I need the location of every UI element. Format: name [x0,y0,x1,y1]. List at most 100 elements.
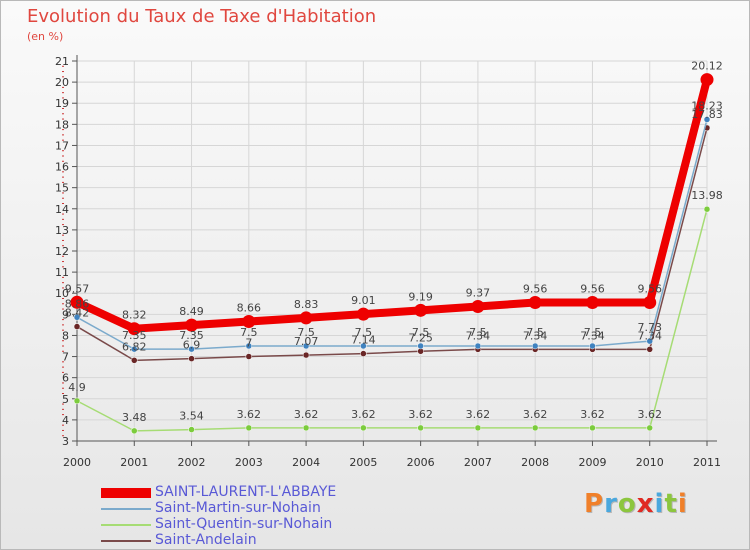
data-label: 18.23 [691,99,723,112]
y-tick-label: 19 [55,97,69,110]
data-label: 9.37 [466,287,491,300]
data-label: 9.56 [580,283,605,296]
data-label: 13.98 [691,189,723,202]
x-tick-label: 2004 [292,456,320,469]
data-label: 9.57 [65,282,90,295]
x-tick-label: 2007 [464,456,492,469]
logo-letter: i [677,489,688,519]
grid-lines [76,60,708,442]
data-label: 8.66 [237,302,262,315]
data-point [185,318,199,332]
data-point [73,323,81,330]
data-label: 9.56 [523,283,548,296]
data-label: 7.25 [408,331,433,344]
data-point [531,424,539,432]
x-tick-label: 2002 [178,456,206,469]
data-label: 3.62 [237,408,262,421]
data-point [73,397,81,405]
data-point [131,357,138,364]
data-label: 8.83 [294,298,319,311]
data-point [646,346,653,353]
axes: 3 4 5 6 7 8 9 10 11 12 13 14 15 16 17 18 19 20 21 2000 2001 2… [55,55,721,469]
logo-letter: o [617,489,637,519]
data-point [414,303,428,317]
legend-label: Saint-Martin-sur-Nohain [155,500,321,516]
x-tick-label: 2011 [693,456,721,469]
data-label: 9.56 [637,283,662,296]
data-point [188,355,195,362]
data-label: 9.01 [351,294,376,307]
legend-swatch [101,488,151,498]
y-tick-label: 10 [55,287,69,300]
logo-letter: P [584,489,605,519]
data-point [245,424,253,432]
data-point [528,296,542,310]
data-label: 8.42 [65,307,90,320]
data-point [73,314,81,321]
data-label: 3.62 [523,408,548,421]
chart-subtitle: (en %) [27,30,64,43]
legend-label: SAINT-LAURENT-L'ABBAYE [155,484,337,500]
data-label: 3.48 [122,411,147,424]
data-point [245,342,253,350]
y-tick-label: 15 [55,182,69,195]
series-line [76,208,708,432]
value-labels: 9.57 8.32 8.49 8.66 8.83 9.01 9.19 9.37 9.56 9.56… [65,60,723,424]
data-label: 6.9 [183,339,201,352]
legend-swatch [101,540,151,542]
x-tick-label: 2001 [120,456,148,469]
y-tick-label: 9 [62,308,69,321]
legend-swatch [101,524,151,526]
legend-swatch [101,508,151,510]
data-point [585,296,599,310]
data-point [360,424,367,432]
series-line [73,75,711,333]
data-point [646,337,653,345]
data-label: 3.62 [408,408,433,421]
data-label: 7.34 [466,329,491,342]
logo-letter: i [654,489,665,519]
y-tick-label: 16 [55,161,69,174]
logo-letter: x [636,489,655,519]
data-point [589,424,596,432]
data-point [360,342,367,350]
data-point [471,300,485,314]
data-label: 3.62 [637,408,662,421]
data-label: 3.62 [351,408,376,421]
data-label: 7 [245,337,252,350]
y-tick-label: 7 [62,351,69,364]
data-point [356,307,370,321]
data-point [302,342,310,350]
data-point [589,342,596,350]
data-point [646,424,653,432]
x-tick-label: 2000 [63,456,91,469]
data-label: 8.86 [65,297,90,310]
data-point [299,311,313,325]
data-point [302,424,310,432]
data-label: 8.32 [122,309,147,322]
data-label: 3.62 [294,408,319,421]
data-label: 7.5 [355,326,373,339]
data-point [70,295,84,309]
data-point [131,345,138,353]
data-point [188,345,195,353]
y-tick-label: 18 [55,118,69,131]
data-point [127,322,141,336]
data-label: 7.34 [637,329,662,342]
data-label: 4.9 [68,381,86,394]
data-point [700,73,714,87]
x-tick-label: 2010 [636,456,664,469]
data-label: 7.5 [526,326,544,339]
data-label: 7.07 [294,335,319,348]
x-tick-label: 2008 [521,456,549,469]
y-tick-label: 8 [62,329,69,342]
y-tick-label: 5 [62,393,69,406]
y-tick-label: 4 [62,414,69,427]
series-lines [70,73,714,435]
legend-label: Saint-Quentin-sur-Nohain [155,516,333,532]
data-point [474,424,482,432]
y-tick-label: 20 [55,76,69,89]
data-label: 7.5 [584,326,602,339]
data-label: 3.54 [179,410,204,423]
